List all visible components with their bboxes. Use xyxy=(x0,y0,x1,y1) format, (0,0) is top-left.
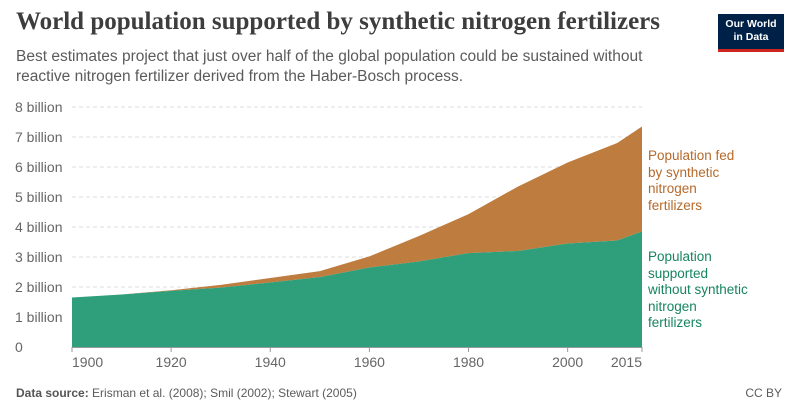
data-source-label: Data source: xyxy=(16,386,89,400)
x-tick-label: 1900 xyxy=(72,354,103,370)
legend-fertilizer-series: Population fed by synthetic nitrogen fer… xyxy=(648,148,788,214)
legend-line: without synthetic xyxy=(648,282,748,297)
chart-subtitle: Best estimates project that just over ha… xyxy=(16,47,696,87)
x-tick-label: 1940 xyxy=(255,354,286,370)
legend-line: fertilizers xyxy=(648,315,703,330)
chart-title: World population supported by synthetic … xyxy=(16,8,661,35)
x-tick-label: 1960 xyxy=(354,354,385,370)
subtitle-line: reactive nitrogen fertilizer derived fro… xyxy=(16,68,464,85)
y-tick-label: 7 billion xyxy=(15,129,62,145)
legend-without-fertilizer-series: Population supported without synthetic n… xyxy=(648,249,788,332)
x-tick-label: 2015 xyxy=(611,354,642,370)
y-tick-label: 0 xyxy=(15,339,23,355)
legend-line: supported xyxy=(648,265,709,281)
subtitle-line: Best estimates project that just over ha… xyxy=(16,48,643,65)
y-tick-label: 4 billion xyxy=(15,219,62,235)
legend-line: Population xyxy=(648,249,712,264)
legend-line: by synthetic xyxy=(648,164,720,180)
y-tick-label: 8 billion xyxy=(15,99,62,115)
legend-line: nitrogen xyxy=(648,181,697,196)
data-source: Data source: Erisman et al. (2008); Smil… xyxy=(16,386,357,400)
y-tick-label: 1 billion xyxy=(15,309,62,325)
legend-line: Population fed xyxy=(648,148,735,163)
y-tick-label: 3 billion xyxy=(15,249,62,265)
data-source-text[interactable]: Erisman et al. (2008); Smil (2002); Stew… xyxy=(92,386,357,400)
x-tick-label: 1980 xyxy=(453,354,484,370)
area-without-fertilizer[interactable] xyxy=(72,231,642,348)
logo-line: Our World xyxy=(725,18,777,30)
our-world-in-data-logo[interactable]: Our World in Data xyxy=(718,14,784,52)
y-axis: 0 1 billion 2 billion 3 billion 4 billion 5 b… xyxy=(15,99,62,355)
y-tick-label: 6 billion xyxy=(15,159,62,175)
legend-line: nitrogen xyxy=(648,298,697,314)
area-fertilizer-fed[interactable] xyxy=(72,126,642,298)
y-tick-label: 5 billion xyxy=(15,189,62,205)
logo-line: in Data xyxy=(733,31,769,43)
x-tick-label: 2000 xyxy=(552,354,583,370)
series-areas xyxy=(72,126,642,348)
x-tick-label: 1920 xyxy=(156,354,187,370)
x-axis: 1900 1920 1940 1960 1980 2000 2015 xyxy=(71,347,643,370)
y-tick-label: 2 billion xyxy=(15,279,62,295)
license-label[interactable]: CC BY xyxy=(745,386,782,400)
legend-line: fertilizers xyxy=(648,197,703,213)
